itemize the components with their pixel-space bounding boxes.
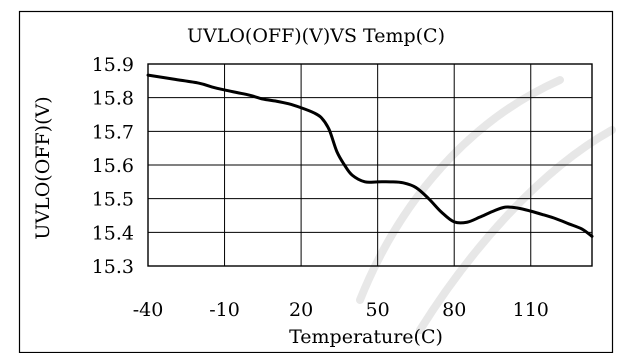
x-tick-label: 20 [289, 299, 313, 321]
x-tick-label: 50 [366, 299, 390, 321]
series-lines [146, 73, 594, 238]
x-tick-label: -10 [209, 299, 240, 321]
plot-area-border [147, 63, 593, 267]
y-tick-label: 15.5 [92, 189, 134, 211]
series-line [146, 73, 594, 238]
y-tick-label: 15.4 [92, 222, 134, 244]
y-axis-label: UVLO(OFF)(V) [32, 96, 54, 239]
watermark [356, 76, 616, 334]
x-tick-label: 80 [442, 299, 466, 321]
y-tick-label: 15.8 [92, 88, 134, 110]
y-tick-label: 15.6 [92, 155, 134, 177]
y-tick-label: 15.9 [92, 54, 134, 76]
x-tick-label: -40 [133, 299, 164, 321]
y-tick-label: 15.7 [92, 121, 134, 143]
y-tick-label: 15.3 [92, 256, 134, 278]
x-axis-label: Temperature(C) [289, 326, 443, 348]
tick-labels: -40 -10 20 50 80 110 15.3 15.4 15.5 15.6 15.7 15.8 1… [92, 54, 549, 321]
grid-lines [148, 64, 592, 266]
x-tick-label: 110 [513, 299, 549, 321]
chart-title: UVLO(OFF)(V)VS Temp(C) [187, 25, 445, 47]
